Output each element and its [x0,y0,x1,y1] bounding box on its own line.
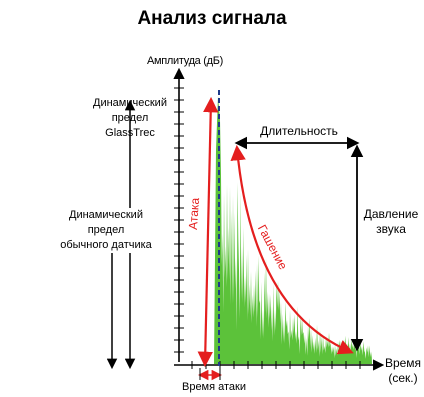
y-axis-label: Амплитуда (дБ) [146,55,224,67]
x-axis-line-2: (сек.) [388,371,418,385]
y-axis-ticks [174,87,184,353]
signal-waveform [214,96,372,364]
glasstrec-line-3: GlassTrec [105,127,155,139]
x-axis-label: Время (сек.) [382,356,424,386]
sensor-range-label: Динамический предел обычного датчика [56,208,156,253]
sensor-line-2: предел [87,224,125,236]
glasstrec-line-2: предел [111,112,149,124]
decay-label: Гашение [255,222,290,272]
duration-label: Длительность [260,124,338,138]
glasstrec-range-label: Динамический предел GlassTrec [90,96,170,141]
attack-arrow [197,96,219,368]
x-axis-line-1: Время [384,356,422,370]
attack-time-label: Время атаки [181,381,246,393]
pressure-label: Давление звука [358,207,424,237]
glasstrec-line-1: Динамический [93,97,167,109]
decay-arrow [230,144,354,355]
pressure-line-1: Давление [363,207,419,221]
pressure-line-2: звука [376,222,406,236]
diagram-title: Анализ сигнала [137,8,287,29]
attack-label: Атака [186,197,202,230]
sensor-line-3: обычного датчика [60,239,152,251]
sensor-line-1: Динамический [69,209,143,221]
